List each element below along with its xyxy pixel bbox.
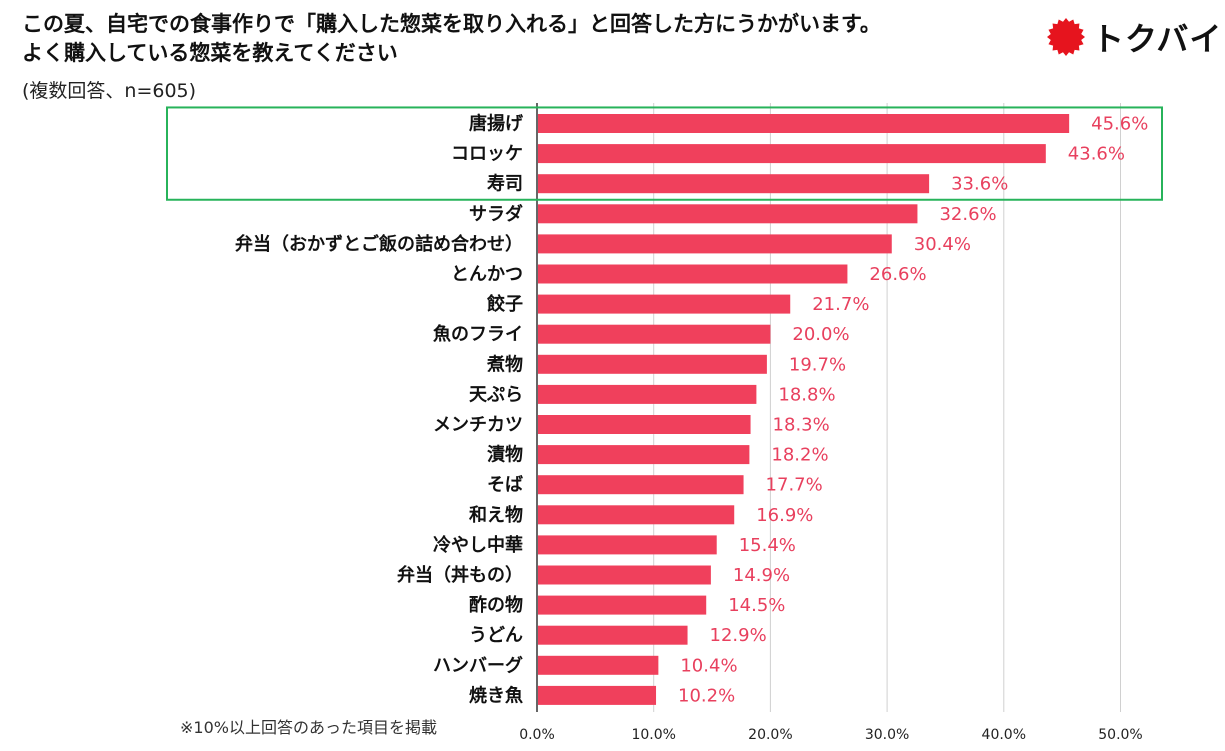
bar [538,475,744,495]
bar [538,354,767,374]
category-label: そば [487,475,523,496]
category-label: 和え物 [469,504,523,526]
category-label: コロッケ [451,144,523,165]
value-label: 21.7% [812,294,869,315]
value-label: 18.3% [773,415,830,436]
value-label: 18.2% [771,445,828,466]
category-label: 冷やし中華 [433,534,523,556]
category-label: 酢の物 [469,594,523,616]
bar [538,114,1070,133]
value-label: 15.4% [739,535,796,556]
bar [538,565,711,585]
bar [538,445,750,465]
value-label: 45.6% [1091,114,1148,135]
bar [538,535,717,555]
category-label: うどん [469,625,523,646]
bar [538,264,848,284]
footnote: ※10%以上回答のあった項目を掲載 [180,718,437,737]
category-label: 寿司 [487,173,523,195]
value-label: 20.0% [792,324,849,345]
title-line-2: よく購入している惣菜を教えてください [22,41,398,65]
value-label: 30.4% [914,234,971,255]
value-label: 10.2% [678,685,735,706]
bar [538,234,892,254]
category-label: とんかつ [451,264,523,285]
value-label: 16.9% [756,505,813,526]
value-label: 33.6% [951,174,1008,195]
bar [538,384,757,404]
category-label: 煮物 [486,353,523,375]
category-label: 弁当（丼もの） [397,564,523,586]
value-label: 43.6% [1068,144,1125,165]
category-label: メンチカツ [433,415,523,436]
category-label: 唐揚げ [469,113,524,135]
value-label: 10.4% [680,655,737,676]
x-tick-label: 10.0% [631,727,675,743]
x-tick-label: 20.0% [748,727,792,743]
bar [538,324,771,344]
x-tick-label: 40.0% [982,727,1026,743]
bar [538,505,735,525]
category-label: 天ぷら [469,384,523,405]
bar [538,685,657,705]
value-label: 14.9% [733,565,790,586]
bar [538,655,659,675]
category-label: ハンバーグ [433,654,523,676]
bar [538,625,688,645]
category-label: 弁当（おかずとご飯の詰め合わせ） [235,233,523,255]
chart-subtitle: (複数回答、n=605) [22,80,197,102]
bar [538,174,930,194]
category-label: 焼き魚 [469,684,523,706]
logo-text: トクバイ [1092,20,1223,58]
category-label: 魚のフライ [433,323,523,345]
bar [538,144,1046,164]
title-line-1: この夏、自宅での食事作りで「購入した惣菜を取り入れる」と回答した方にうかがいます… [22,12,881,36]
value-label: 14.5% [728,595,785,616]
x-tick-label: 0.0% [519,727,555,743]
bar [538,294,791,314]
value-label: 32.6% [939,204,996,225]
category-label: 餃子 [487,293,523,315]
sun-burst-icon [1047,18,1085,56]
value-label: 12.9% [710,625,767,646]
category-label: サラダ [469,203,523,225]
category-label: 漬物 [487,444,523,466]
x-tick-label: 30.0% [865,727,909,743]
value-label: 26.6% [869,264,926,285]
tokubai-logo: トクバイ [1046,14,1222,60]
value-label: 19.7% [789,354,846,375]
chart-title: この夏、自宅での食事作りで「購入した惣菜を取り入れる」と回答した方にうかがいます… [22,10,881,68]
bar [538,415,751,434]
bar [538,204,918,224]
bar [538,595,707,615]
value-label: 17.7% [766,475,823,496]
highlight-box [166,106,1163,201]
value-label: 18.8% [778,384,835,405]
x-tick-label: 50.0% [1098,727,1142,743]
